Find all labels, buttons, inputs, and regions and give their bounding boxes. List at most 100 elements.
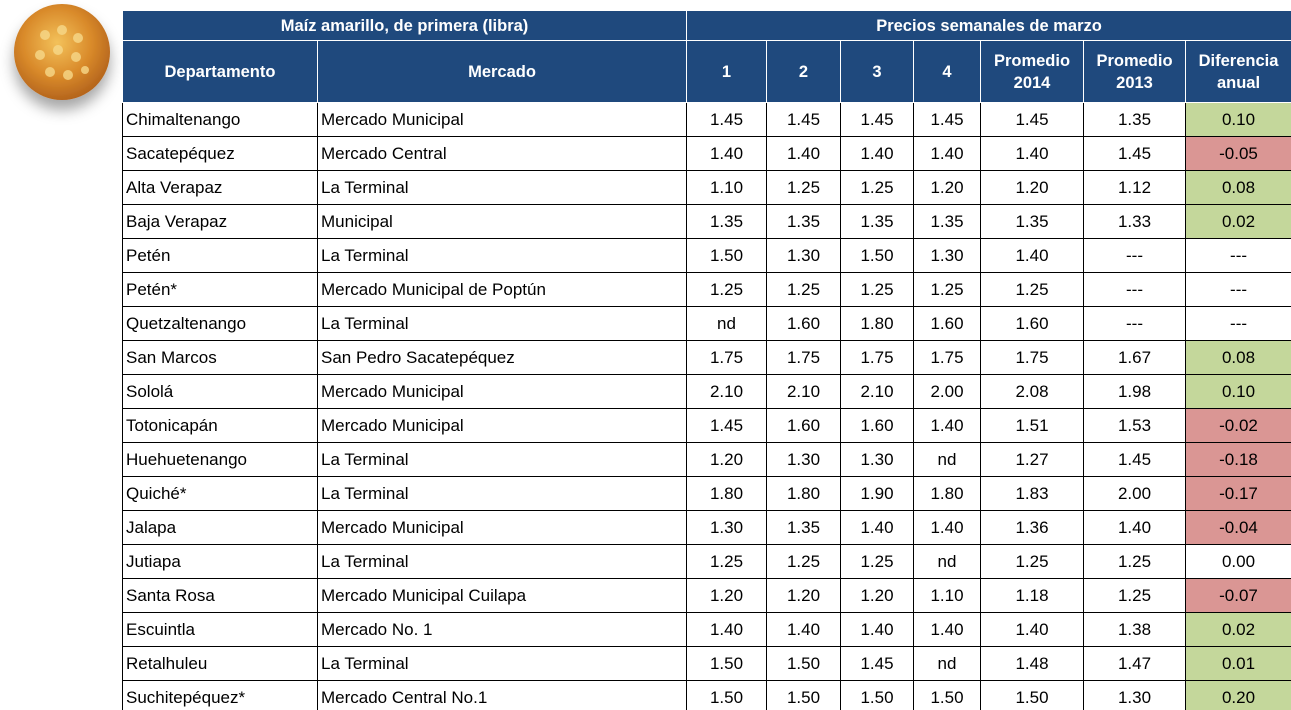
price-cell: 1.45 <box>981 103 1084 137</box>
price-cell: 1.40 <box>914 409 981 443</box>
price-cell: 1.50 <box>687 681 767 710</box>
column-header: Promedio 2014 <box>981 41 1084 103</box>
price-cell: 2.08 <box>981 375 1084 409</box>
price-cell: 1.30 <box>914 239 981 273</box>
price-cell: 1.25 <box>1084 579 1186 613</box>
price-cell: 1.35 <box>914 205 981 239</box>
price-cell: 1.45 <box>841 647 914 681</box>
department: Retalhuleu <box>123 647 318 681</box>
price-cell: 0.20 <box>1186 681 1291 710</box>
price-cell: -0.07 <box>1186 579 1291 613</box>
price-cell: 1.35 <box>767 205 841 239</box>
price-cell: 1.80 <box>687 477 767 511</box>
price-cell: 1.35 <box>841 205 914 239</box>
price-cell: 1.20 <box>841 579 914 613</box>
price-cell: 1.50 <box>841 239 914 273</box>
market: Mercado Central <box>318 137 687 171</box>
price-cell: --- <box>1084 273 1186 307</box>
price-cell: 1.30 <box>767 443 841 477</box>
market: San Pedro Sacatepéquez <box>318 341 687 375</box>
period-title: Precios semanales de marzo <box>687 11 1291 41</box>
price-cell: 2.10 <box>687 375 767 409</box>
department: Alta Verapaz <box>123 171 318 205</box>
price-cell: 1.45 <box>687 409 767 443</box>
price-cell: 1.25 <box>767 171 841 205</box>
price-cell: 1.51 <box>981 409 1084 443</box>
department: Santa Rosa <box>123 579 318 613</box>
price-cell: 1.83 <box>981 477 1084 511</box>
column-header: 1 <box>687 41 767 103</box>
corn-image <box>0 0 122 130</box>
department: Sololá <box>123 375 318 409</box>
price-cell: 1.18 <box>981 579 1084 613</box>
department: Huehuetenango <box>123 443 318 477</box>
price-cell: 1.45 <box>841 103 914 137</box>
price-cell: 1.60 <box>914 307 981 341</box>
price-cell: 1.40 <box>1084 511 1186 545</box>
price-cell: --- <box>1186 239 1291 273</box>
price-cell: 1.40 <box>914 137 981 171</box>
price-cell: 1.12 <box>1084 171 1186 205</box>
price-cell: 1.90 <box>841 477 914 511</box>
department: Jalapa <box>123 511 318 545</box>
price-cell: 0.02 <box>1186 205 1291 239</box>
price-cell: 1.40 <box>914 613 981 647</box>
price-cell: 2.00 <box>1084 477 1186 511</box>
department: Petén <box>123 239 318 273</box>
market: Municipal <box>318 205 687 239</box>
department: Baja Verapaz <box>123 205 318 239</box>
department: San Marcos <box>123 341 318 375</box>
price-cell: 1.25 <box>687 273 767 307</box>
price-cell: 1.10 <box>914 579 981 613</box>
department: Totonicapán <box>123 409 318 443</box>
price-cell: 1.40 <box>767 613 841 647</box>
price-cell: 1.45 <box>1084 137 1186 171</box>
price-cell: 1.40 <box>841 613 914 647</box>
price-cell: 2.00 <box>914 375 981 409</box>
market: La Terminal <box>318 647 687 681</box>
price-cell: 1.50 <box>841 681 914 710</box>
header-row: Maíz amarillo, de primera (libra) Precio… <box>123 11 1291 41</box>
price-cell: 0.08 <box>1186 171 1291 205</box>
price-cell: 1.60 <box>767 307 841 341</box>
market: Mercado Municipal <box>318 409 687 443</box>
price-cell: 2.10 <box>841 375 914 409</box>
price-cell: 1.80 <box>841 307 914 341</box>
price-cell: 0.02 <box>1186 613 1291 647</box>
price-cell: 1.30 <box>687 511 767 545</box>
price-cell: 1.27 <box>981 443 1084 477</box>
price-cell: 1.40 <box>981 239 1084 273</box>
column-header: 3 <box>841 41 914 103</box>
price-cell: 1.25 <box>841 171 914 205</box>
market: La Terminal <box>318 239 687 273</box>
price-cell: 1.25 <box>1084 545 1186 579</box>
market: La Terminal <box>318 307 687 341</box>
price-cell: 1.35 <box>981 205 1084 239</box>
department: Quetzaltenango <box>123 307 318 341</box>
column-header: Departamento <box>123 41 318 103</box>
price-cell: 1.40 <box>767 137 841 171</box>
price-cell: 1.75 <box>841 341 914 375</box>
price-cell: 1.80 <box>767 477 841 511</box>
market: Mercado Municipal <box>318 103 687 137</box>
price-cell: -0.04 <box>1186 511 1291 545</box>
department: Petén* <box>123 273 318 307</box>
price-cell: --- <box>1186 273 1291 307</box>
price-cell: 1.50 <box>767 647 841 681</box>
market: La Terminal <box>318 477 687 511</box>
price-cell: 1.45 <box>914 103 981 137</box>
price-cell: 1.40 <box>981 137 1084 171</box>
price-cell: -0.17 <box>1186 477 1291 511</box>
price-cell: nd <box>914 545 981 579</box>
price-cell: -0.18 <box>1186 443 1291 477</box>
price-cell: --- <box>1084 307 1186 341</box>
